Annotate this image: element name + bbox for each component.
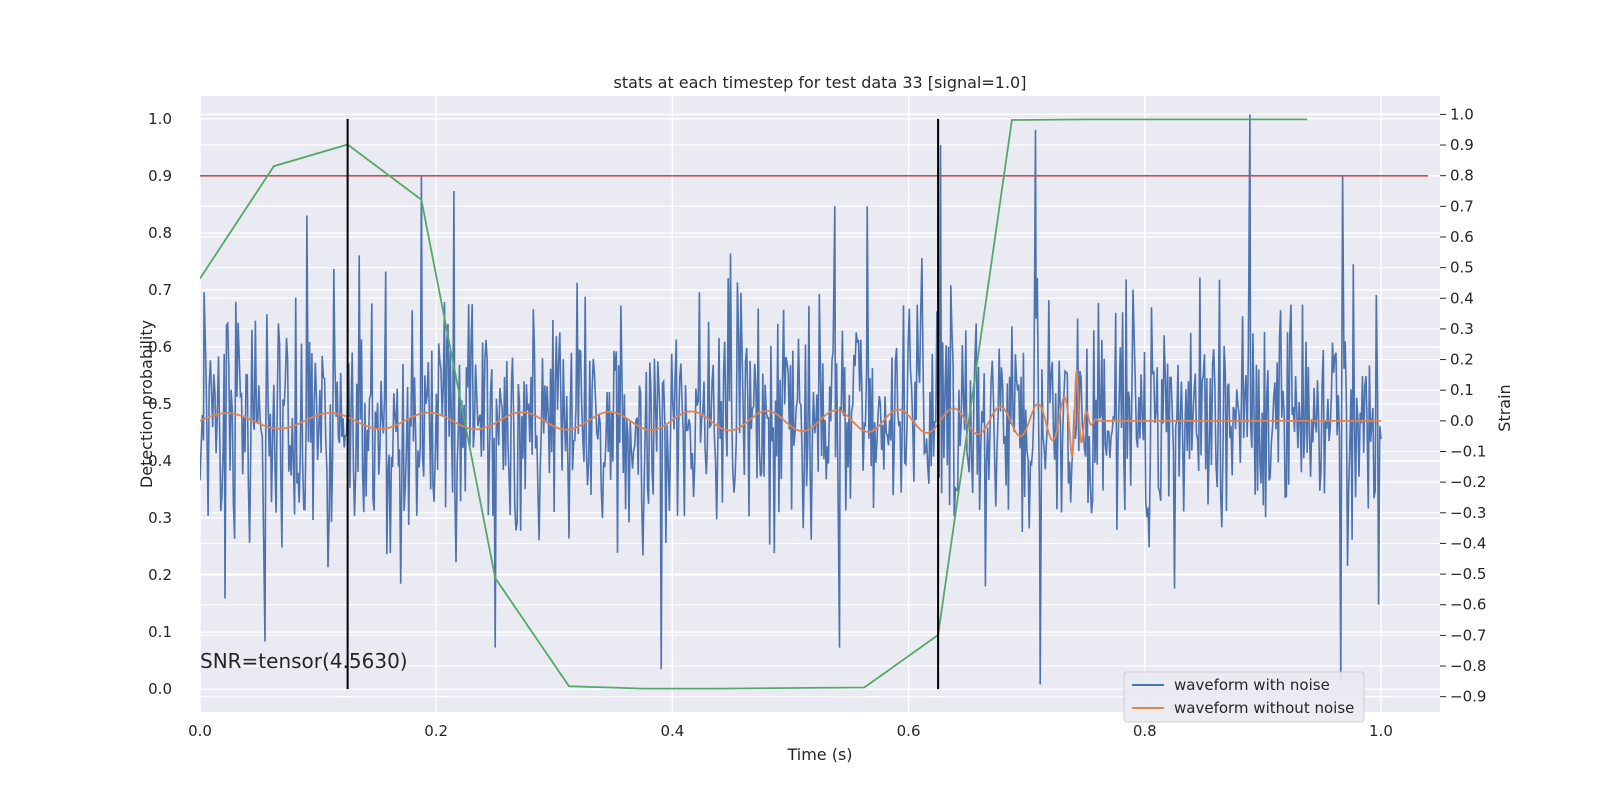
y-tick-label: 0.9 [148, 167, 172, 185]
snr-annotation: SNR=tensor(4.5630) [200, 649, 408, 673]
y-tick-label: 0.0 [148, 680, 172, 698]
x-tick-label: 0.2 [424, 722, 448, 740]
x-tick-label: 0.6 [897, 722, 921, 740]
legend-box [1123, 671, 1365, 723]
y2-tick-label: 0.6 [1450, 228, 1474, 246]
y-tick-label: 0.8 [148, 224, 172, 242]
series-layer [200, 114, 1429, 690]
y-tick-label: 0.5 [148, 395, 172, 413]
x-tick-label: 0.8 [1133, 722, 1157, 740]
y2-tick-label: 1.0 [1450, 105, 1474, 123]
y2-tick-label: 0.1 [1450, 381, 1474, 399]
y2-tick-label: −0.3 [1450, 504, 1486, 522]
legend: waveform with noise waveform without noi… [1123, 671, 1365, 723]
y2-tick-label: −0.4 [1450, 534, 1486, 552]
y2-tick-label: 0.2 [1450, 351, 1474, 369]
axes-layer: 0.0 0.2 0.4 0.6 0.8 1.0 0.0 0.1 0.2 0.3 0.4 0.5 0.6 0… [148, 105, 1486, 740]
y-tick-label: 1.0 [148, 110, 172, 128]
y2-tick-label: 0.5 [1450, 259, 1474, 277]
y-tick-label: 0.6 [148, 338, 172, 356]
y2-axis-label: Strain [1495, 384, 1514, 431]
y2-tick-label: −0.9 [1450, 688, 1486, 706]
x-tick-label: 0.0 [188, 722, 212, 740]
y-tick-label: 0.7 [148, 281, 172, 299]
y2-tick-label: −0.7 [1450, 626, 1486, 644]
y2-tick-label: −0.1 [1450, 443, 1486, 461]
y-tick-label: 0.3 [148, 509, 172, 527]
series-line-detection-probability [200, 118, 1308, 690]
series-line-waveform-with-noise [200, 114, 1382, 685]
x-tick-label: 0.4 [660, 722, 684, 740]
y2-tick-label: −0.8 [1450, 657, 1486, 675]
y2-tick-label: 0.4 [1450, 289, 1474, 307]
series-line-waveform-without-noise [200, 368, 1381, 458]
y2-tick-label: 0.3 [1450, 320, 1474, 338]
x-axis-label: Time (s) [786, 745, 852, 764]
y2-tick-label: −0.2 [1450, 473, 1486, 491]
y-axis-label: Detection probability [137, 320, 156, 488]
y-tick-label: 0.2 [148, 566, 172, 584]
y2-tick-label: 0.0 [1450, 412, 1474, 430]
y-tick-label: 0.1 [148, 623, 172, 641]
legend-label-without-noise: waveform without noise [1174, 699, 1354, 717]
y2-tick-label: 0.9 [1450, 136, 1474, 154]
legend-label-with-noise: waveform with noise [1174, 676, 1330, 694]
chart-title: stats at each timestep for test data 33 … [614, 73, 1027, 92]
x-tick-label: 1.0 [1369, 722, 1393, 740]
y2-tick-label: −0.5 [1450, 565, 1486, 583]
y2-tick-label: −0.6 [1450, 596, 1486, 614]
y2-tick-label: 0.8 [1450, 167, 1474, 185]
y2-tick-label: 0.7 [1450, 197, 1474, 215]
y-tick-label: 0.4 [148, 452, 172, 470]
